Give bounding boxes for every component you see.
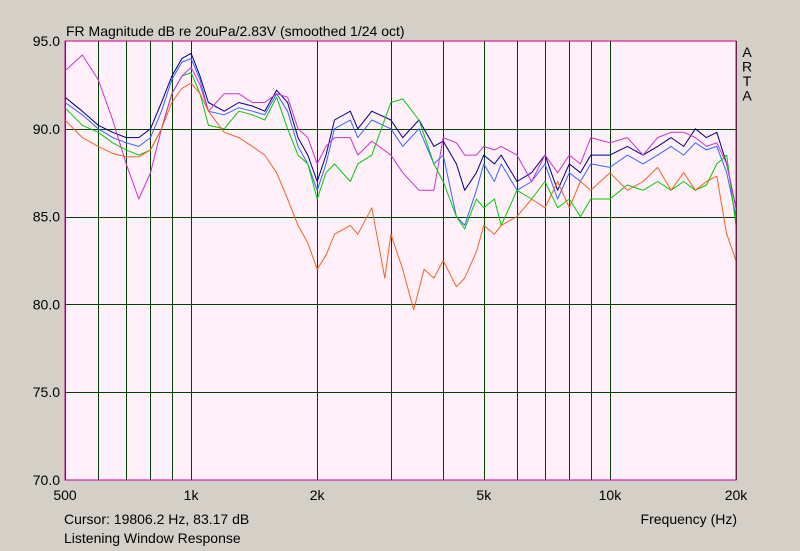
brand-letter: A [742, 88, 752, 104]
y-tick-label: 95.0 [33, 33, 60, 49]
grid-lines [65, 41, 737, 480]
x-tick-label: 5k [476, 487, 492, 503]
x-tick-label: 500 [53, 487, 77, 503]
x-tick-label: 10k [599, 487, 623, 503]
cursor-readout: Cursor: 19806.2 Hz, 83.17 dB [64, 511, 250, 527]
series-line-1 [64, 52, 737, 208]
plot-background [65, 41, 736, 480]
series-layer [64, 52, 737, 311]
y-tick-label: 75.0 [33, 384, 60, 400]
y-tick-label: 85.0 [33, 209, 60, 225]
x-tick-labels: 500 1k 2k 5k 10k 20k [53, 487, 748, 503]
brand-letter: T [743, 73, 752, 89]
x-axis-label: Frequency (Hz) [640, 511, 737, 527]
y-tick-label: 80.0 [33, 296, 60, 312]
x-tick-label: 20k [725, 487, 749, 503]
y-tick-label: 70.0 [33, 472, 60, 488]
series-line-2 [64, 58, 737, 226]
x-tick-label: 2k [310, 487, 326, 503]
response-type-label: Listening Window Response [64, 530, 241, 546]
brand-letter: A [742, 44, 752, 60]
x-tick-label: 1k [184, 487, 200, 503]
plot-frame [64, 40, 737, 481]
series-line-5 [64, 82, 737, 311]
chart-title: FR Magnitude dB re 20uPa/2.83V (smoothed… [66, 23, 405, 39]
series-line-4 [64, 54, 737, 208]
brand-letter: R [742, 59, 752, 75]
y-tick-labels: 70.0 75.0 80.0 85.0 90.0 95.0 [33, 33, 60, 488]
y-tick-label: 90.0 [33, 121, 60, 137]
